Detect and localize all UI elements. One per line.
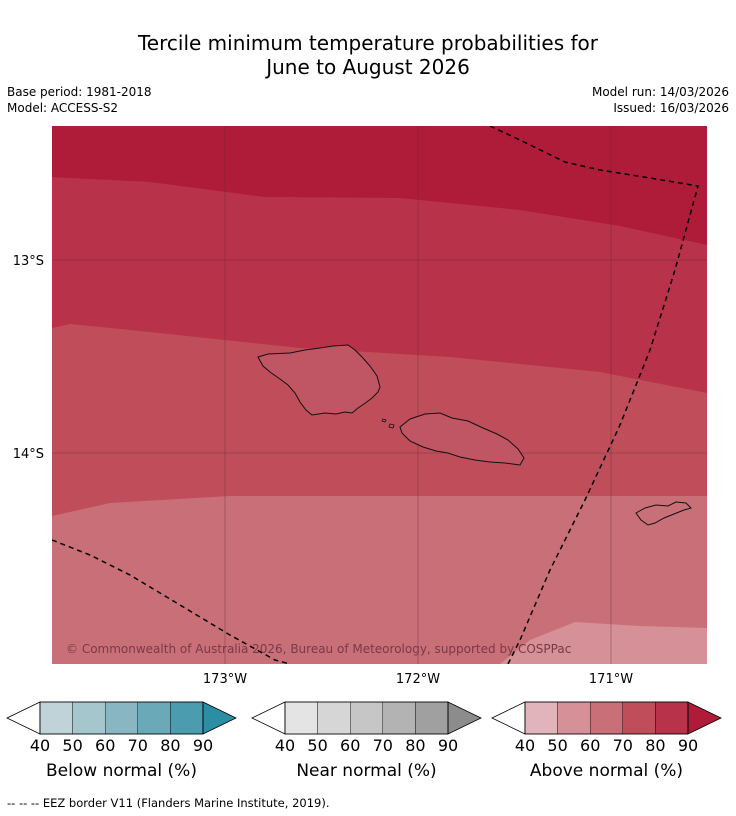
below-tick-label: 70	[128, 736, 148, 755]
below-segment	[170, 701, 204, 735]
eez-border-west	[52, 539, 291, 664]
eez-border-east	[489, 126, 699, 664]
above-segment	[655, 701, 689, 735]
above-tick-label: 90	[678, 736, 698, 755]
base-period: Base period: 1981-2018	[7, 85, 152, 99]
near-segment	[317, 701, 351, 735]
island-manono	[381, 418, 387, 423]
above-tick-label: 40	[515, 736, 535, 755]
above-segment	[590, 701, 624, 735]
legend-near: 40 50 60 70 80 90	[251, 701, 482, 755]
below-tick-label: 40	[30, 736, 50, 755]
above-under-triangle	[491, 701, 526, 735]
copyright-notice: © Commonwealth of Australia 2026, Bureau…	[66, 642, 571, 656]
near-tick-label: 40	[275, 736, 295, 755]
near-outline	[284, 701, 449, 735]
below-segment	[137, 701, 171, 735]
below-tick-label: 80	[160, 736, 180, 755]
map-title-line-2: June to August 2026	[266, 55, 470, 79]
map-title-line-1: Tercile minimum temperature probabilitie…	[137, 31, 599, 55]
legend-below-label: Below normal (%)	[46, 761, 197, 781]
near-segment	[350, 701, 384, 735]
below-tick-label: 90	[193, 736, 213, 755]
near-tick-label: 70	[373, 736, 393, 755]
lon-label-171w: 171°W	[589, 672, 633, 687]
near-tick-label: 60	[340, 736, 360, 755]
below-tick-label: 60	[95, 736, 115, 755]
near-tick-label: 90	[438, 736, 458, 755]
lon-label-172w: 172°W	[396, 672, 440, 687]
legend-above: 40 50 60 70 80 90	[491, 701, 722, 755]
near-segment	[382, 701, 416, 735]
below-segment	[72, 701, 106, 735]
issued-date: Issued: 16/03/2026	[613, 101, 729, 115]
above-segment	[524, 701, 558, 735]
above-outline	[524, 701, 689, 735]
probability-map: © Commonwealth of Australia 2026, Bureau…	[13, 126, 707, 687]
below-under-triangle	[6, 701, 41, 735]
model-name: Model: ACCESS-S2	[7, 101, 119, 115]
above-segment	[557, 701, 591, 735]
lon-label-173w: 173°W	[203, 672, 247, 687]
near-segment	[415, 701, 449, 735]
island-upolu	[399, 412, 525, 466]
below-over-triangle	[202, 701, 237, 735]
lat-label-13s: 13°S	[13, 254, 44, 269]
island-tutuila	[635, 501, 692, 526]
legend-near-label: Near normal (%)	[296, 761, 437, 781]
eez-footnote: -- -- -- EEZ border V11 (Flanders Marine…	[7, 796, 330, 810]
above-tick-label: 60	[580, 736, 600, 755]
near-segment	[284, 701, 318, 735]
near-tick-label: 80	[405, 736, 425, 755]
model-run-date: Model run: 14/03/2026	[591, 85, 729, 99]
above-tick-label: 70	[613, 736, 633, 755]
below-outline	[39, 701, 204, 735]
legend-below: 40 50 60 70 80 90	[6, 701, 237, 755]
island-apolima	[388, 423, 395, 429]
band-90	[52, 126, 707, 245]
below-tick-label: 50	[62, 736, 82, 755]
below-segment	[104, 701, 138, 735]
above-over-triangle	[687, 701, 722, 735]
lat-label-14s: 14°S	[13, 447, 44, 462]
above-tick-label: 50	[547, 736, 567, 755]
near-over-triangle	[447, 701, 482, 735]
island-savaii	[257, 344, 381, 416]
above-tick-label: 80	[645, 736, 665, 755]
legend-above-label: Above normal (%)	[529, 761, 684, 781]
map-field: © Commonwealth of Australia 2026, Bureau…	[52, 126, 707, 664]
below-segment	[39, 701, 73, 735]
legend-colorbars: 40 50 60 70 80 90 40 50 60 70 80 90 40 50 60 70 80 90	[6, 701, 722, 755]
near-under-triangle	[251, 701, 286, 735]
near-tick-label: 50	[307, 736, 327, 755]
band-50-60	[500, 622, 707, 664]
above-segment	[622, 701, 656, 735]
